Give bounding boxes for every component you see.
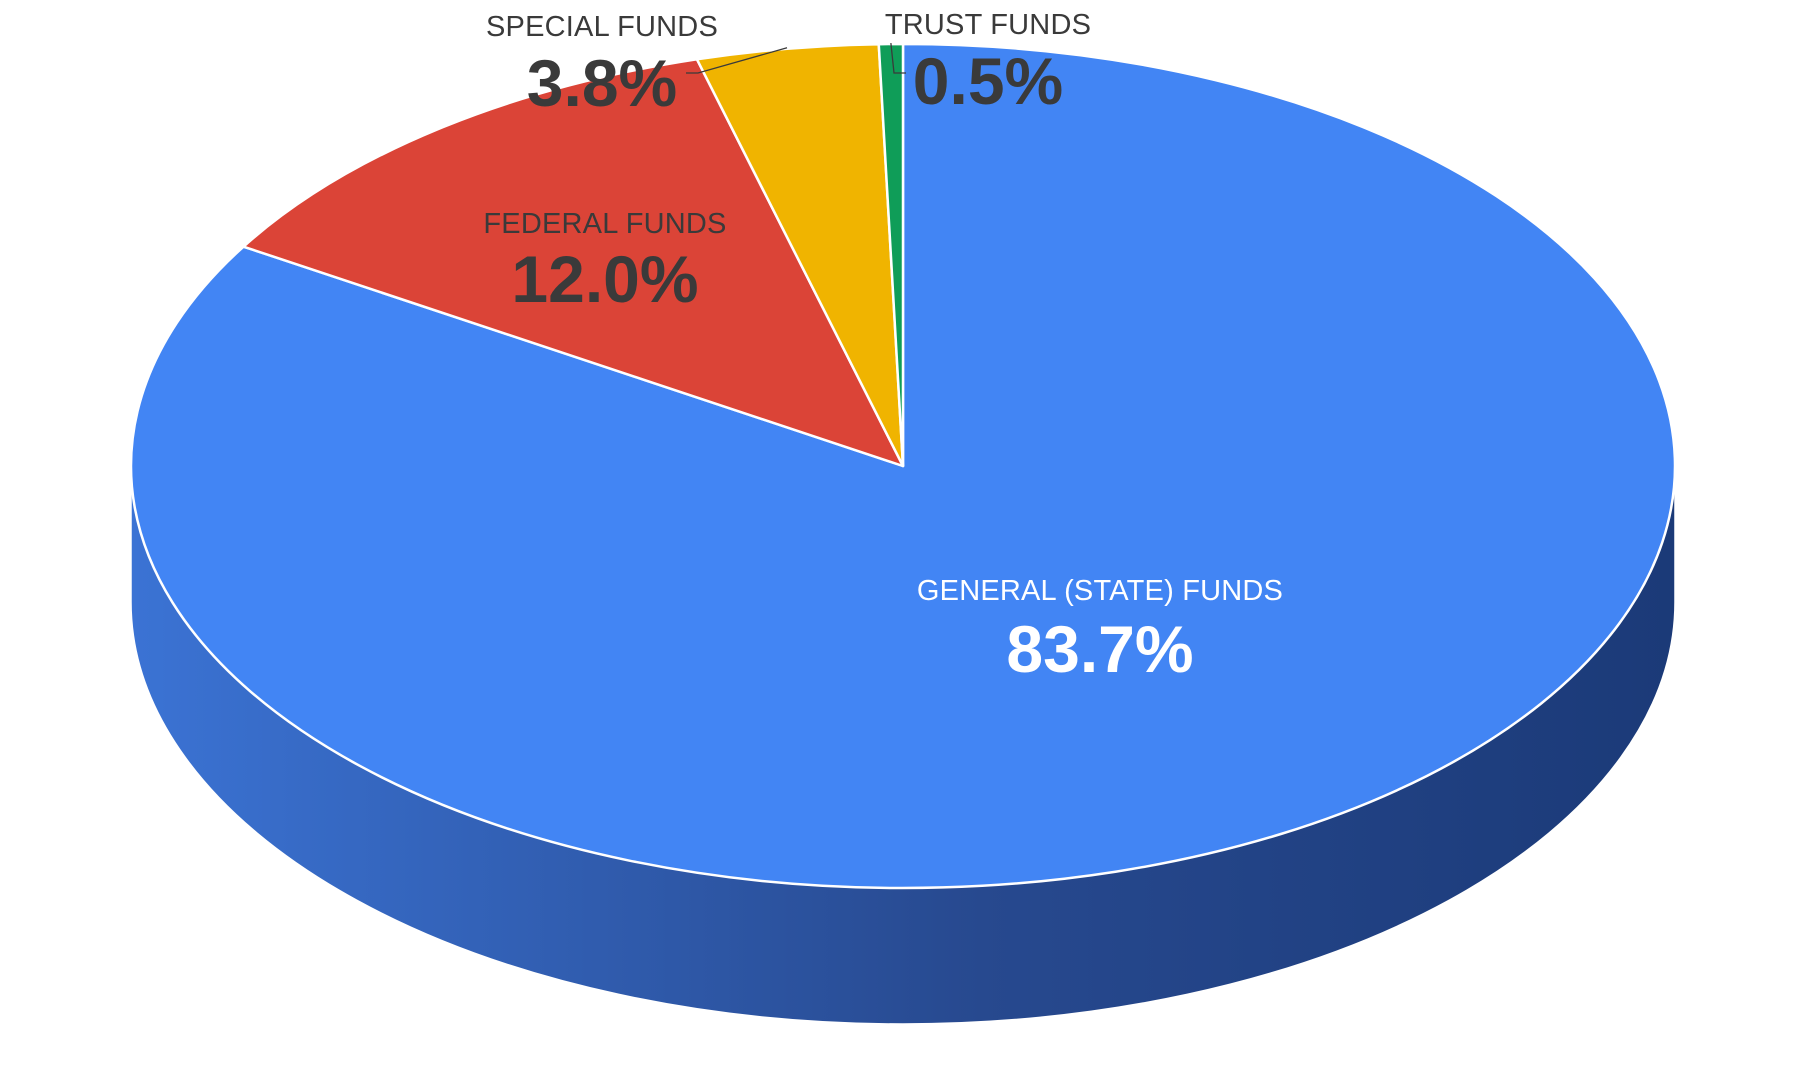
slice-value-1: 83.7%	[1006, 612, 1193, 686]
slice-label-2: FEDERAL FUNDS	[483, 208, 726, 240]
leader-line-3	[686, 47, 788, 74]
slice-label-3: SPECIAL FUNDS	[486, 11, 718, 43]
pie-slice-2	[242, 58, 905, 468]
leader-lines	[686, 42, 906, 74]
leader-line-4	[890, 42, 906, 74]
pie-top-layer	[129, 42, 1677, 890]
slice-value-3: 3.8%	[527, 46, 677, 120]
slice-value-2: 12.0%	[511, 242, 698, 316]
slice-value-4: 0.5%	[913, 44, 1063, 118]
slice-label-4: TRUST FUNDS	[885, 9, 1091, 41]
slice-labels: GENERAL (STATE) FUNDS 83.7% FEDERAL FUNDS1…	[483, 9, 1283, 686]
slice-label-1: GENERAL (STATE) FUNDS	[917, 575, 1283, 607]
